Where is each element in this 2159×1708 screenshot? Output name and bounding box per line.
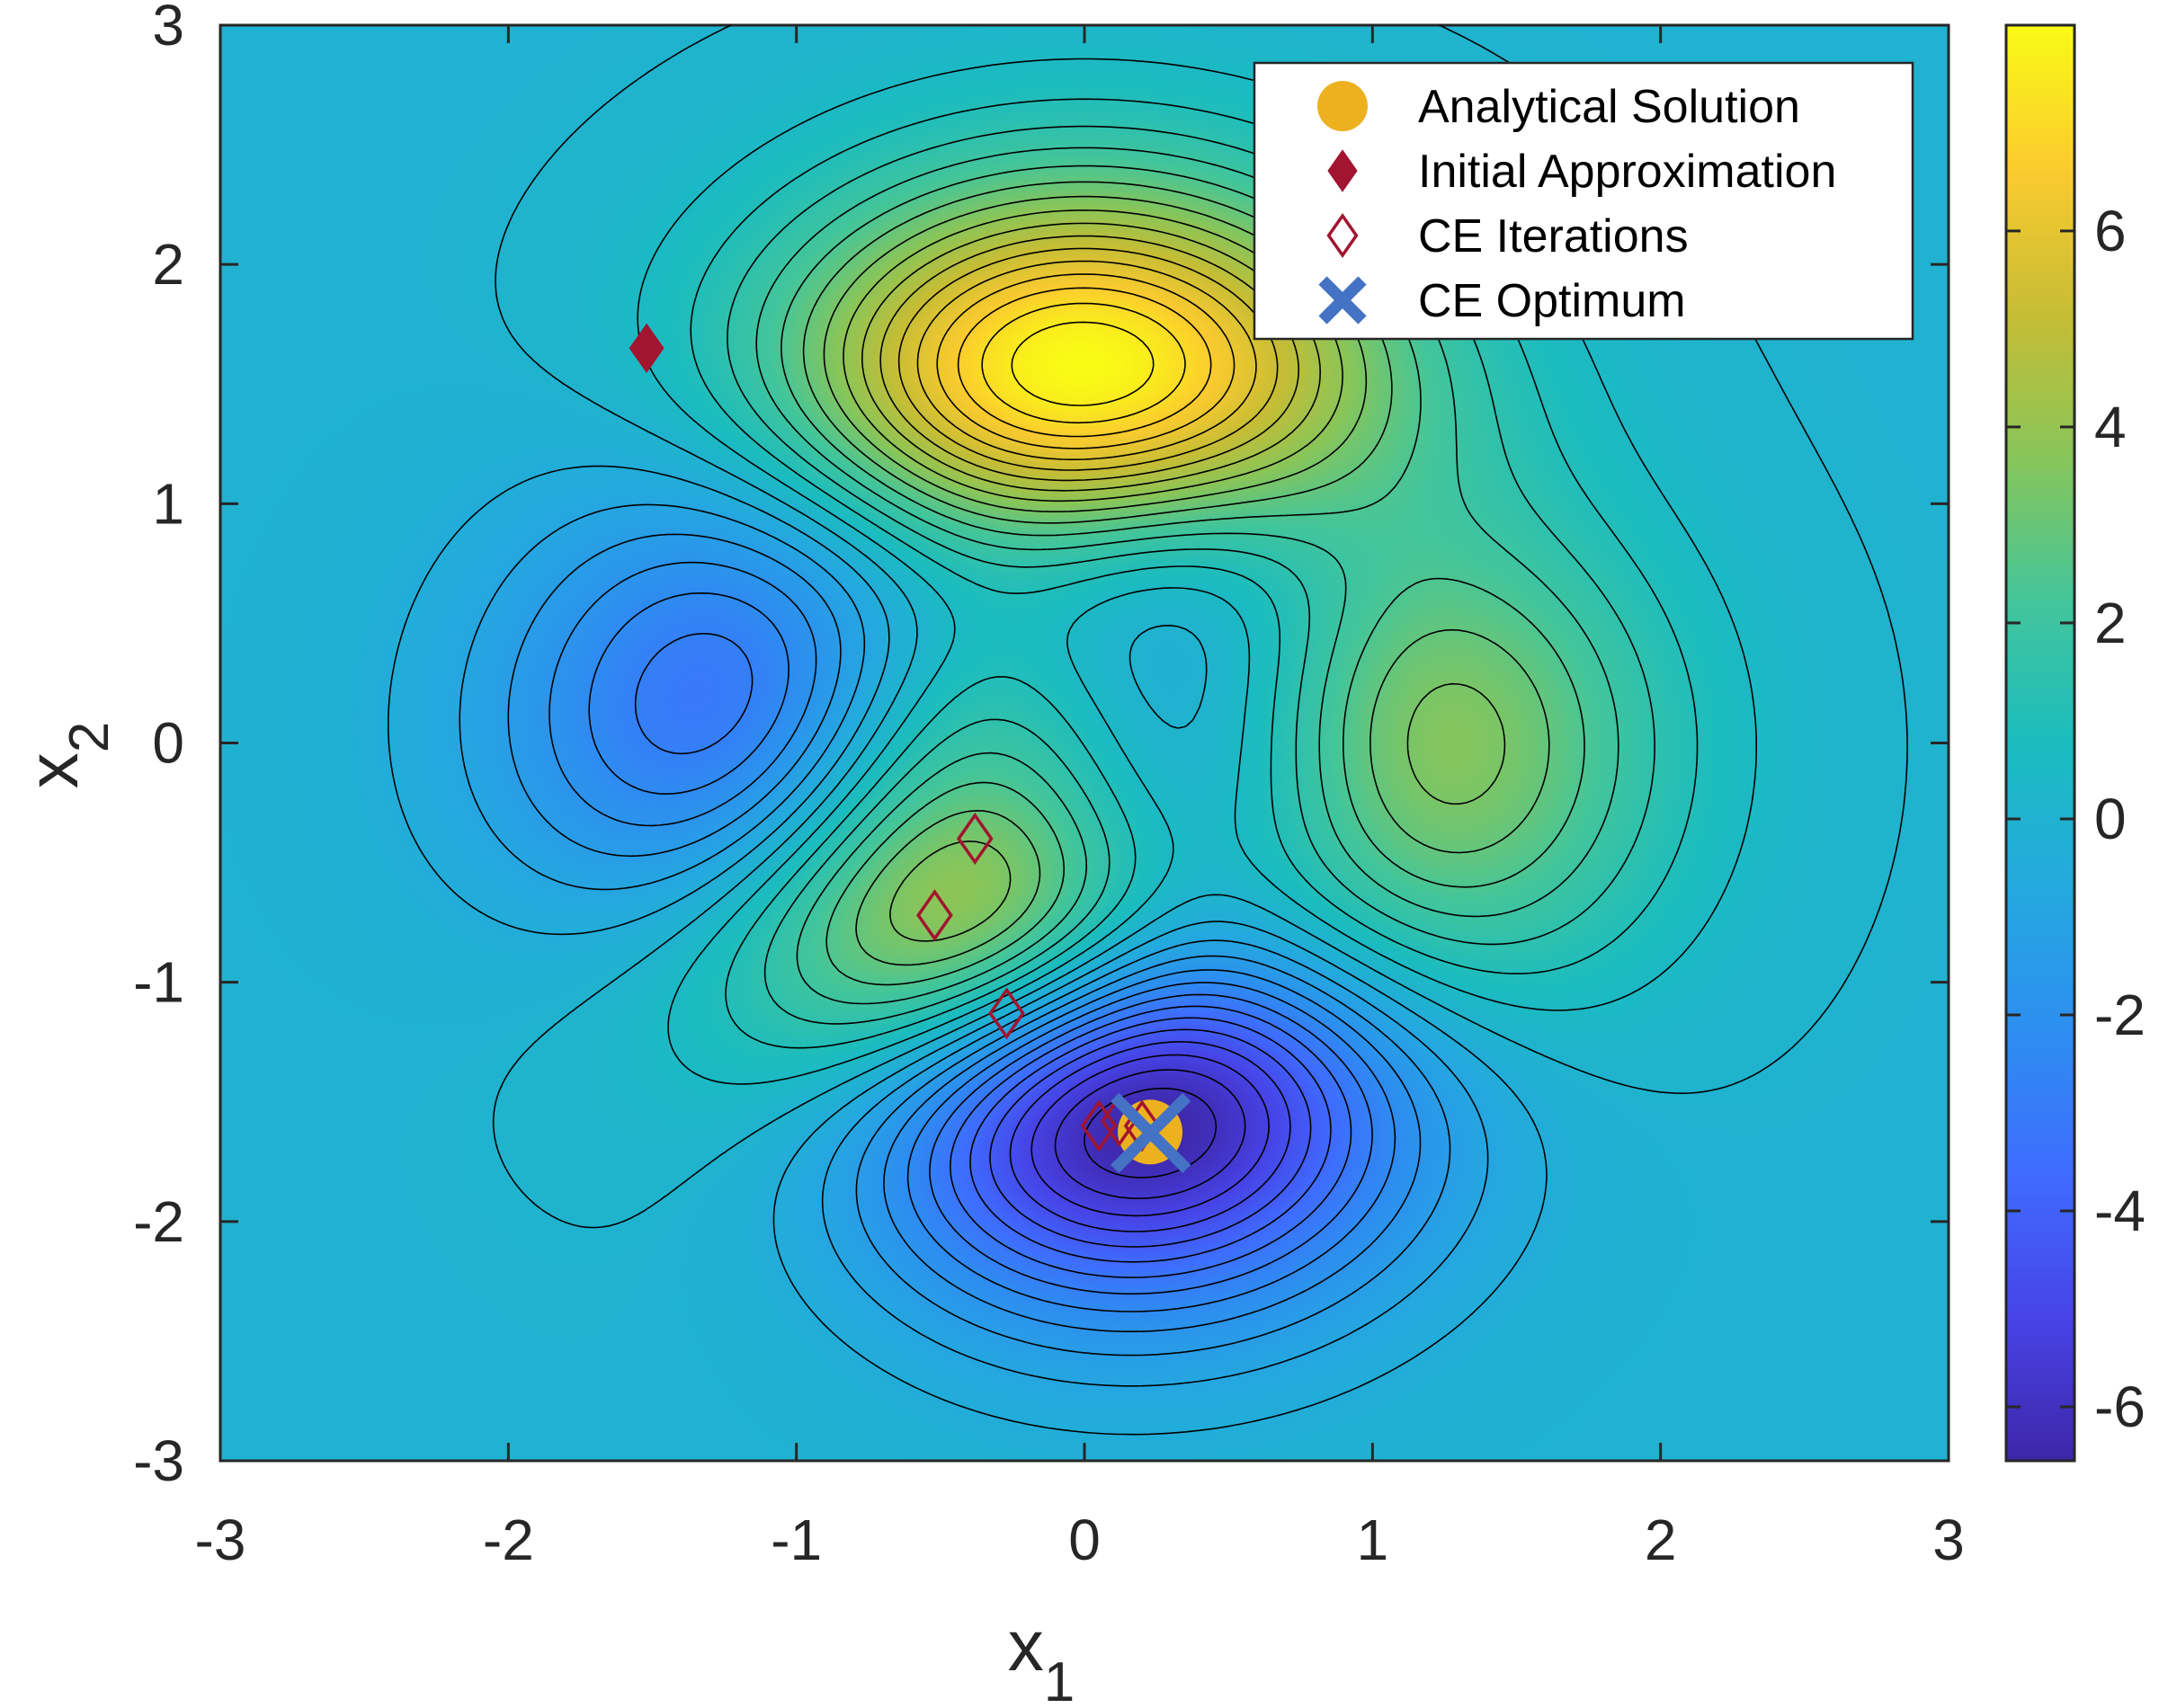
legend: Analytical Solution Initial Approximation… — [1253, 61, 1914, 341]
ce-iteration-marker — [916, 889, 953, 942]
colorbar-tick-label: 6 — [2094, 199, 2127, 263]
y-tick-label: 2 — [152, 232, 184, 297]
y-axis-label-subscript: 2 — [58, 722, 120, 752]
colorbar-tick-label: 2 — [2094, 591, 2127, 655]
x-axis-ticks: -3 -2 -1 0 1 2 3 — [195, 25, 1965, 1572]
y-tick-label: 0 — [152, 711, 184, 776]
ce-optimum-marker-stroke — [1111, 1092, 1191, 1173]
analytical-solution-marker — [1317, 81, 1368, 131]
colorbar-gradient — [2006, 25, 2074, 1461]
y-tick-label: -2 — [133, 1189, 184, 1254]
y-tick-label: -3 — [133, 1428, 184, 1493]
colorbar-tick-label: 4 — [2094, 395, 2127, 459]
y-axis-ticks: -3 -2 -1 0 1 2 3 — [133, 0, 1949, 1493]
colorbar-tick-label: -2 — [2094, 983, 2146, 1047]
legend-entry-label: Analytical Solution — [1418, 81, 1800, 133]
ce-iteration-marker — [1080, 1099, 1118, 1152]
colorbar-frame — [2004, 23, 2076, 1463]
x-axis-label: x1 — [1008, 1606, 1075, 1708]
x-tick-label: 1 — [1357, 1508, 1389, 1572]
x-tick-label: -2 — [483, 1508, 534, 1572]
x-tick-label: 2 — [1645, 1508, 1677, 1572]
legend-entry-label: Initial Approximation — [1418, 146, 1836, 198]
y-tick-label: 3 — [152, 0, 184, 58]
colorbar-tick-label: 0 — [2094, 787, 2127, 851]
y-axis-label-text: x — [13, 752, 93, 788]
x-tick-label: -3 — [195, 1508, 246, 1572]
colorbar-ticks: -6 -4 -2 0 2 4 6 — [2006, 199, 2146, 1439]
legend-entries: Analytical Solution Initial Approximation… — [1317, 81, 1836, 327]
y-axis-label: x2 — [13, 722, 120, 788]
colorbar-tick-label: -4 — [2094, 1179, 2146, 1243]
ce-optimum-marker-stroke — [1318, 276, 1367, 325]
colorbar-tick-label: -6 — [2094, 1374, 2146, 1439]
legend-entry-label: CE Iterations — [1418, 210, 1689, 262]
x-tick-label: -1 — [771, 1508, 822, 1572]
series-markers — [629, 323, 1191, 1173]
x-tick-label: 3 — [1932, 1508, 1965, 1572]
ce-iteration-marker — [956, 812, 994, 866]
y-tick-label: 1 — [152, 471, 184, 536]
ce-iteration-marker — [1326, 212, 1359, 259]
y-tick-label: -1 — [133, 950, 184, 1015]
initial-approximation-marker — [629, 323, 665, 374]
x-axis-label-text: x — [1008, 1606, 1044, 1686]
ce-iteration-marker — [988, 987, 1025, 1040]
legend-entry-label: CE Optimum — [1418, 275, 1686, 327]
x-tick-label: 0 — [1068, 1508, 1101, 1572]
initial-approximation-marker — [1327, 149, 1358, 192]
x-axis-label-subscript: 1 — [1044, 1651, 1075, 1708]
